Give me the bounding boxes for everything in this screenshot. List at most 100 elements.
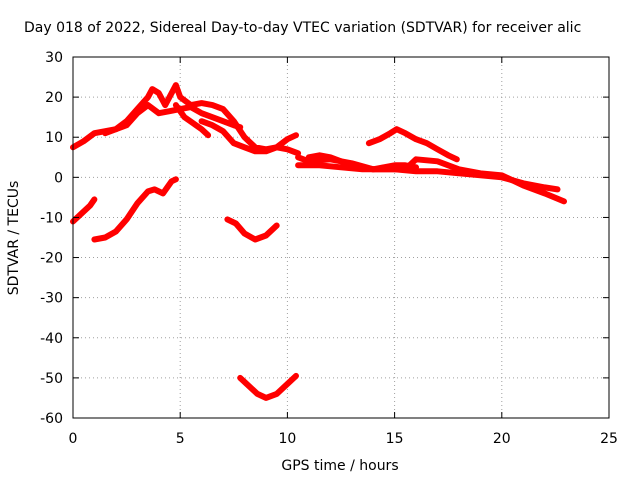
- data-point: [199, 100, 204, 106]
- data-point: [403, 163, 408, 168]
- data-point: [366, 141, 372, 146]
- data-point: [561, 199, 567, 204]
- data-point: [124, 217, 129, 222]
- data-point: [220, 106, 226, 112]
- data-point: [413, 157, 419, 162]
- data-point: [173, 177, 179, 182]
- data-point: [242, 231, 247, 236]
- data-point: [199, 111, 204, 116]
- y-tick-label: -40: [40, 331, 63, 347]
- data-point: [225, 217, 230, 222]
- data-point: [156, 111, 161, 116]
- data-point: [199, 127, 204, 132]
- data-point: [542, 185, 547, 190]
- data-point: [413, 137, 419, 142]
- y-tick-label: -30: [40, 291, 63, 307]
- y-tick-label: 30: [45, 50, 63, 66]
- data-point: [145, 102, 151, 108]
- data-point: [394, 127, 399, 132]
- data-point: [295, 155, 301, 160]
- data-point: [381, 165, 387, 170]
- x-tick-label: 0: [69, 431, 78, 447]
- data-arc-arc-4: [198, 118, 299, 155]
- grid-layer: [73, 57, 609, 418]
- data-point: [338, 165, 344, 170]
- data-point: [92, 131, 97, 136]
- tick-layer: 0 5 10 15 20 25 30 20 10 0 -10 -20 -30 -40 -50 -60: [40, 50, 618, 447]
- data-point: [456, 167, 462, 172]
- data-point: [242, 135, 247, 140]
- data-point: [388, 131, 393, 136]
- data-point: [263, 233, 269, 238]
- x-tick-label: 25: [600, 431, 618, 447]
- data-point: [92, 237, 97, 242]
- data-point: [371, 167, 376, 172]
- data-point: [220, 129, 226, 134]
- y-axis-label: SDTVAR / TECUs: [6, 181, 22, 296]
- data-point: [190, 121, 196, 126]
- y-tick-label: -60: [40, 411, 63, 427]
- data-point: [169, 179, 174, 184]
- y-tick-label: 10: [45, 130, 63, 146]
- y-tick-label: 0: [54, 170, 63, 186]
- data-point: [338, 159, 344, 164]
- data-point: [150, 86, 155, 92]
- data-point: [103, 131, 108, 136]
- data-point: [285, 147, 290, 152]
- data-point: [263, 149, 269, 154]
- data-point: [555, 187, 560, 192]
- data-point: [274, 145, 279, 150]
- data-point: [542, 191, 547, 196]
- data-point: [317, 163, 322, 168]
- data-point: [255, 391, 260, 397]
- data-point: [349, 163, 354, 168]
- data-point: [113, 229, 119, 234]
- data-point: [285, 381, 290, 387]
- chart-title: Day 018 of 2022, Sidereal Day-to-day VTE…: [24, 20, 581, 36]
- data-point: [210, 115, 215, 120]
- data-layer: [70, 82, 567, 401]
- data-point: [231, 119, 236, 124]
- data-point: [295, 163, 301, 168]
- data-point: [253, 149, 258, 154]
- data-arc-arc-10: [295, 156, 567, 205]
- data-point: [317, 153, 322, 158]
- data-point: [88, 203, 93, 208]
- data-point: [392, 163, 397, 168]
- data-point: [233, 221, 239, 226]
- y-tick-label: -50: [40, 371, 63, 387]
- data-point: [81, 139, 86, 144]
- data-arc-arc-5: [70, 196, 98, 225]
- data-point: [103, 235, 108, 240]
- data-point: [163, 102, 168, 108]
- data-point: [295, 151, 301, 156]
- data-point: [242, 145, 247, 150]
- data-point: [173, 102, 179, 108]
- data-point: [238, 375, 243, 381]
- x-tick-label: 5: [176, 431, 185, 447]
- data-point: [435, 147, 440, 152]
- y-tick-label: -20: [40, 251, 63, 267]
- data-point: [145, 94, 151, 100]
- data-point: [246, 383, 251, 389]
- y-tick-label: 20: [45, 90, 63, 106]
- data-point: [521, 183, 526, 188]
- data-point: [210, 123, 215, 128]
- x-axis-label: GPS time / hours: [281, 458, 398, 474]
- data-point: [160, 191, 166, 196]
- data-point: [328, 155, 333, 160]
- x-tick-label: 20: [493, 431, 511, 447]
- data-point: [446, 153, 451, 158]
- data-point: [454, 157, 459, 162]
- data-point: [231, 141, 236, 146]
- data-arc-arc-12: [365, 126, 460, 163]
- data-point: [169, 90, 174, 96]
- x-tick-label: 15: [386, 431, 404, 447]
- data-point: [92, 197, 97, 202]
- x-tick-label: 10: [278, 431, 296, 447]
- data-point: [205, 133, 211, 138]
- data-point: [413, 165, 419, 170]
- data-point: [199, 119, 204, 124]
- data-point: [113, 127, 119, 132]
